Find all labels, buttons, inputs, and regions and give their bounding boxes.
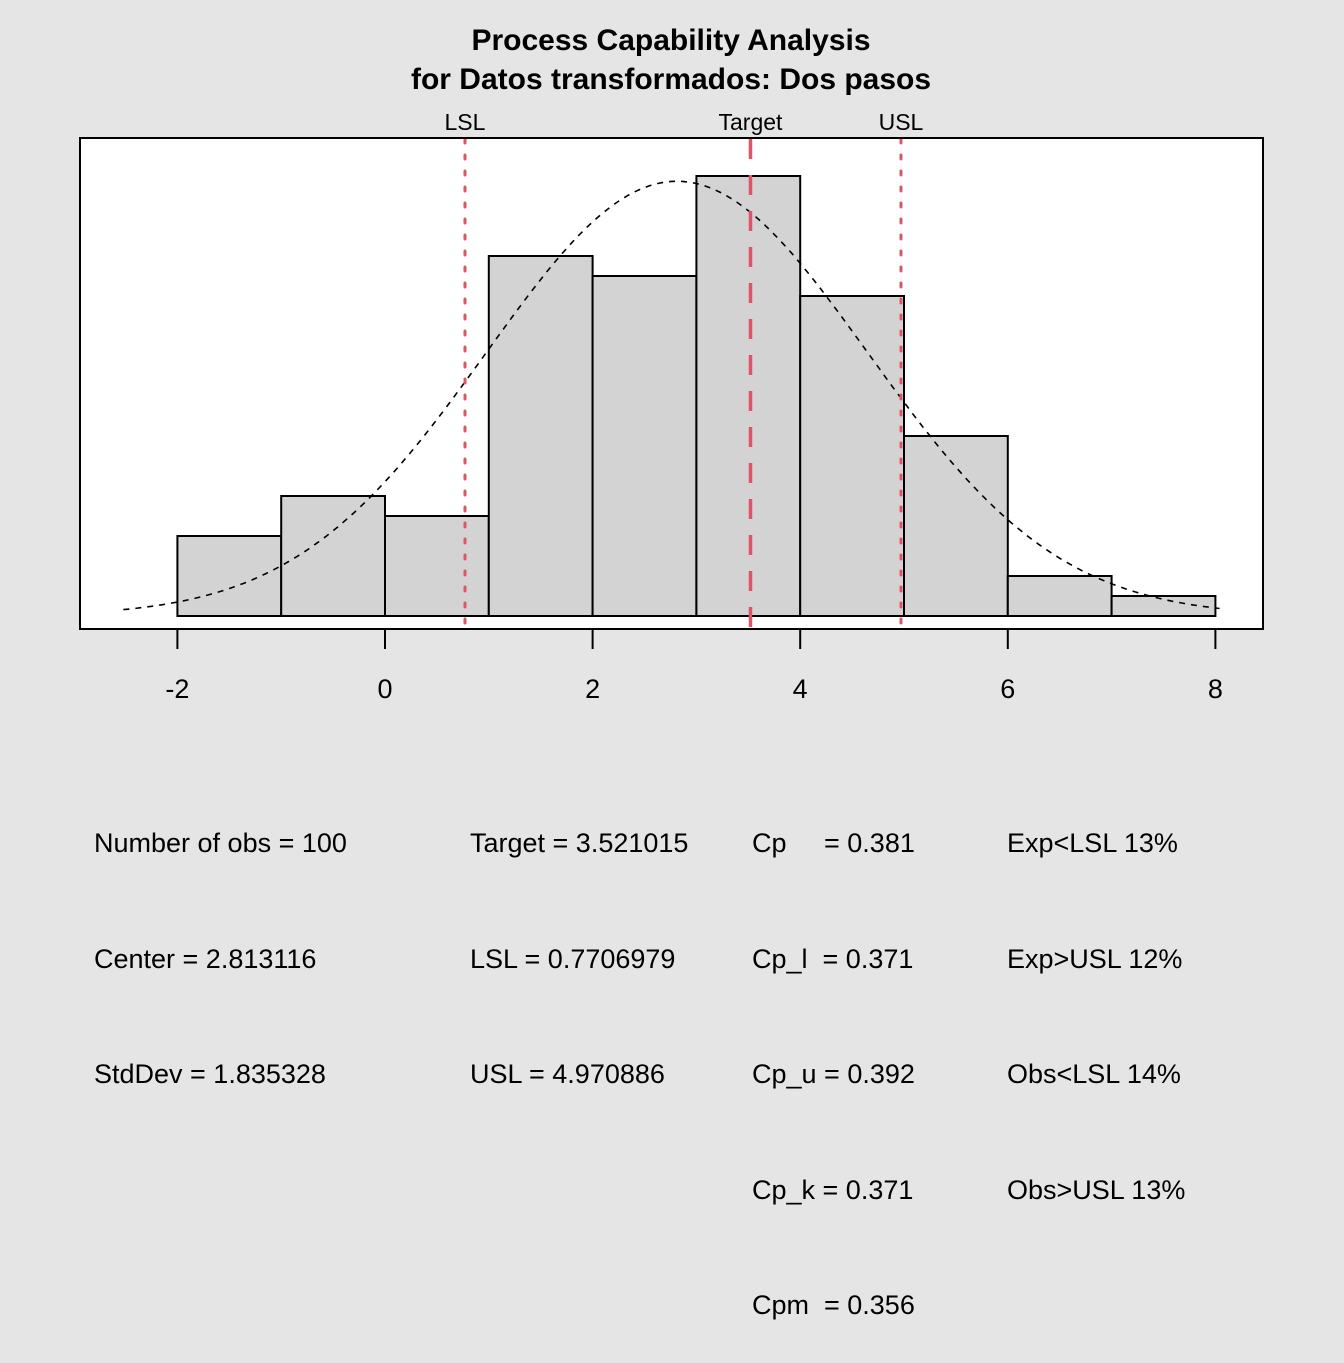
spec-label-target: Target: [719, 109, 784, 135]
chart-title: Process Capability Analysis: [471, 24, 870, 57]
stat-center: Center = 2.813116: [94, 943, 317, 974]
histogram-bar-2: [384, 515, 490, 617]
histogram-bar-8: [1006, 575, 1113, 617]
x-tick-label: 0: [377, 674, 392, 704]
stat-cp-l: Cp_l = 0.371: [752, 943, 914, 974]
x-tick-label: -2: [165, 674, 189, 704]
stats-column-2: Target = 3.521015 LSL = 0.7706979 USL = …: [470, 747, 688, 1132]
stats-column-3: Cp = 0.381 Cp_l = 0.371 Cp_u = 0.392 Cp_…: [752, 747, 915, 1363]
stat-target: Target = 3.521015: [470, 828, 689, 858]
histogram-bar-5: [695, 175, 802, 617]
x-tick-label: 8: [1208, 674, 1223, 704]
stat-exp-usl: Exp>USL 12%: [1007, 943, 1183, 974]
stat-obs-lsl: Obs<LSL 14%: [1007, 1059, 1181, 1089]
normal-density-curve: [123, 180, 1220, 611]
density-curve-group: [123, 180, 1220, 611]
histogram-bar-7: [903, 435, 1009, 617]
histogram-bar-9: [1110, 595, 1217, 617]
stat-cpm: Cpm = 0.356: [752, 1290, 915, 1320]
spec-label-lsl: LSL: [445, 109, 486, 135]
stat-stddev: StdDev = 1.835328: [94, 1059, 326, 1089]
x-tick-label: 2: [585, 674, 600, 704]
stat-cp: Cp = 0.381: [752, 828, 915, 858]
histogram-bar-3: [487, 255, 594, 617]
stats-column-1: Number of obs = 100 Center = 2.813116 St…: [94, 747, 347, 1132]
spec-lines: LSL Target USL: [445, 109, 924, 630]
stat-obs: Number of obs = 100: [94, 828, 347, 858]
spec-label-usl: USL: [879, 109, 924, 135]
stat-usl: USL = 4.970886: [470, 1059, 665, 1089]
stat-cp-k: Cp_k = 0.371: [752, 1174, 914, 1205]
stats-column-4: Exp<LSL 13% Exp>USL 12% Obs<LSL 14% Obs>…: [1007, 747, 1185, 1248]
x-tick-label: 4: [793, 674, 808, 704]
process-capability-chart: Process Capability Analysis for Datos tr…: [79, 24, 1264, 704]
stat-cp-u: Cp_u = 0.392: [752, 1059, 915, 1089]
x-axis: -2 0 2 4 6 8: [165, 628, 1223, 704]
histogram-bar-6: [799, 295, 906, 617]
histogram-bar-4: [591, 275, 698, 617]
x-tick-label: 6: [1000, 674, 1015, 704]
stat-obs-usl: Obs>USL 13%: [1007, 1174, 1186, 1205]
histogram-bar-0: [176, 535, 283, 617]
chart-subtitle: for Datos transformados: Dos pasos: [411, 63, 931, 96]
stat-lsl: LSL = 0.7706979: [470, 943, 676, 974]
stat-exp-lsl: Exp<LSL 13%: [1007, 828, 1178, 858]
